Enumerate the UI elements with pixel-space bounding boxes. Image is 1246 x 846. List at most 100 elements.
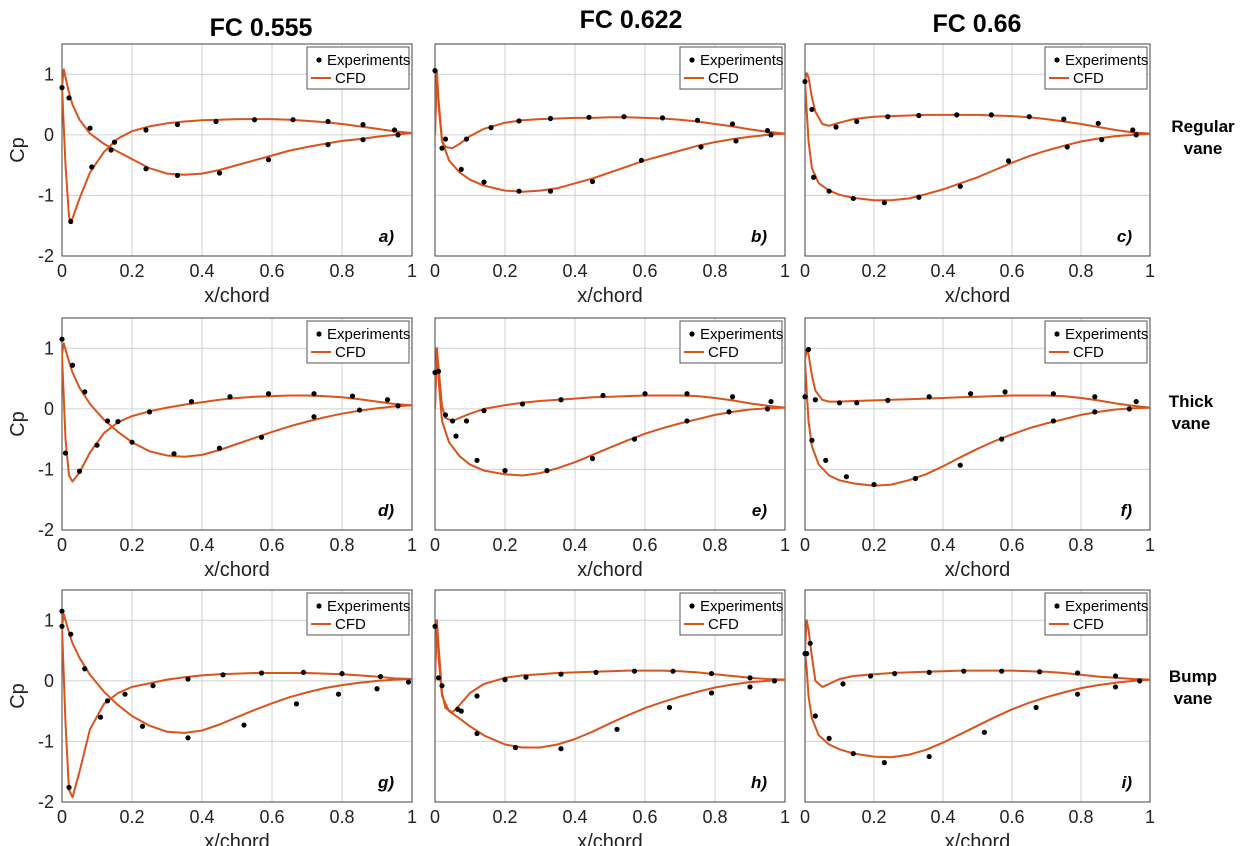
experiment-point — [771, 678, 778, 684]
experiment-point — [809, 437, 815, 443]
experiment-point — [62, 450, 69, 456]
x-tick-label: 0.6 — [632, 807, 657, 827]
row-label-line1: Thick — [1168, 392, 1214, 411]
legend-marker-experiments — [689, 603, 695, 609]
legend-label-cfd: CFD — [1073, 616, 1104, 633]
cfd-curve — [805, 360, 1150, 487]
experiment-point — [481, 179, 487, 185]
legend-marker-experiments — [316, 603, 322, 609]
cfd-curve — [62, 354, 412, 483]
experiment-point — [684, 418, 690, 424]
cfd-curve — [805, 348, 1150, 409]
x-tick-label: 0 — [430, 535, 440, 555]
x-tick-label: 0 — [800, 261, 810, 281]
y-tick-label: -1 — [38, 459, 54, 479]
experiment-point — [439, 145, 445, 151]
experiment-point — [957, 462, 963, 468]
panel-label: a) — [379, 227, 394, 246]
legend-label-cfd: CFD — [708, 70, 739, 87]
x-tick-label: 0.4 — [189, 807, 214, 827]
legend-marker-experiments — [316, 57, 322, 63]
experiment-point — [850, 750, 856, 757]
legend-label-cfd: CFD — [708, 616, 739, 633]
experiment-point — [220, 672, 226, 678]
y-tick-label: -1 — [38, 185, 54, 205]
experiment-point — [66, 784, 72, 791]
cfd-curve — [435, 347, 785, 422]
plot-frame — [434, 43, 786, 257]
experiment-point — [586, 114, 592, 120]
plot-frame — [804, 43, 1151, 257]
panel-label: d) — [378, 501, 394, 520]
legend-label-experiments: Experiments — [1065, 598, 1148, 615]
experiment-point — [802, 394, 808, 400]
experiment-point — [670, 668, 676, 674]
x-tick-label: 0.2 — [119, 535, 144, 555]
y-tick-label: -2 — [38, 246, 54, 266]
x-tick-label: 0.2 — [492, 261, 517, 281]
y-tick-label: 0 — [44, 399, 54, 419]
plot-frame — [804, 589, 1151, 803]
experiment-point — [111, 139, 118, 145]
y-tick-label: 1 — [44, 610, 54, 630]
x-tick-label: 0 — [800, 535, 810, 555]
experiment-point — [502, 677, 508, 683]
experiment-point — [1033, 704, 1039, 711]
experiment-point — [708, 690, 715, 696]
legend-box — [306, 320, 410, 364]
x-tick-label: 1 — [780, 807, 790, 827]
x-tick-label: 0.6 — [999, 535, 1024, 555]
experiment-point — [764, 128, 771, 134]
legend-box — [679, 592, 783, 636]
y-tick-label: 1 — [44, 64, 54, 84]
legend-label-cfd: CFD — [708, 344, 739, 361]
experiment-point — [593, 669, 599, 675]
experiment-point — [811, 174, 817, 180]
x-tick-label: 0.2 — [492, 807, 517, 827]
y-tick-label: -1 — [38, 731, 54, 751]
experiment-point — [981, 729, 988, 735]
experiment-point — [729, 394, 736, 400]
experiment-point — [150, 683, 156, 689]
experiment-point — [826, 735, 832, 742]
experiment-point — [356, 407, 363, 413]
cfd-curve — [805, 80, 1150, 202]
row-label-bump-vane: Bump vane — [1138, 666, 1246, 710]
column-title-fc-066: FC 0.66 — [932, 10, 1022, 38]
experiment-point — [881, 760, 887, 766]
row-label-regular-vane: Regular vane — [1148, 116, 1246, 160]
x-tick-label: 0.6 — [632, 261, 657, 281]
x-tick-label: 0.6 — [259, 807, 284, 827]
x-axis-label: x/chord — [204, 559, 270, 581]
experiment-point — [726, 409, 732, 415]
cfd-curve — [62, 68, 412, 176]
x-tick-label: 0.4 — [930, 261, 955, 281]
experiment-point — [523, 674, 529, 680]
experiment-point — [631, 436, 638, 442]
experiment-point — [516, 188, 522, 194]
legend-marker-experiments — [1054, 603, 1060, 609]
x-tick-label: 0.2 — [492, 535, 517, 555]
legend-box — [306, 592, 410, 636]
experiment-point — [708, 670, 715, 677]
experiment-point — [558, 671, 564, 677]
legend-label-experiments: Experiments — [327, 326, 410, 343]
plot-frame — [61, 43, 413, 257]
experiment-point — [241, 722, 247, 728]
experiment-point — [916, 194, 922, 200]
x-tick-label: 0.8 — [702, 535, 727, 555]
experiment-point — [768, 398, 774, 405]
experiment-point — [961, 668, 967, 674]
experiment-point — [360, 137, 366, 143]
experiment-point — [104, 698, 111, 704]
x-tick-label: 0.8 — [702, 807, 727, 827]
experiment-point — [325, 118, 331, 125]
experiment-point — [435, 675, 442, 681]
column-title-fc-0622: FC 0.622 — [579, 6, 683, 34]
experiment-point — [442, 412, 449, 418]
column-title-fc-0555: FC 0.555 — [209, 14, 313, 42]
